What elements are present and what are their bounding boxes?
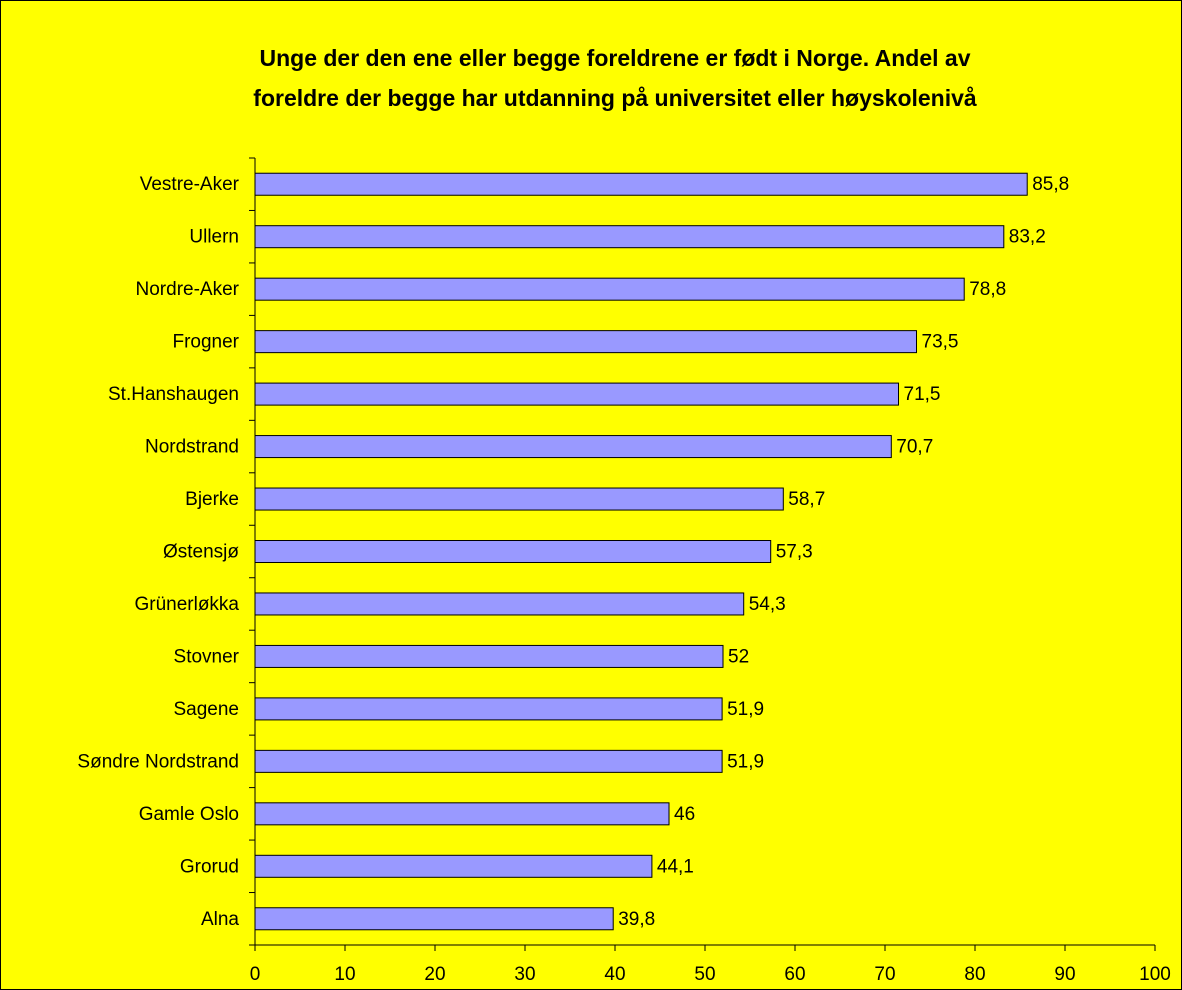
bar	[254, 487, 784, 511]
y-tick-label: Frogner	[172, 332, 239, 353]
value-label: 39,8	[618, 909, 655, 930]
value-label: 57,3	[776, 542, 813, 563]
bar	[254, 697, 723, 721]
y-tick-label: Alna	[201, 909, 239, 930]
chart-title: Unge der den ene eller begge foreldrene …	[259, 45, 970, 71]
x-tick-label: 0	[250, 964, 261, 985]
x-tick-label: 40	[604, 964, 625, 985]
y-tick-label: Sagene	[173, 699, 239, 720]
value-label: 85,8	[1032, 174, 1069, 195]
value-label: 73,5	[922, 332, 959, 353]
x-tick-label: 60	[784, 964, 805, 985]
bar	[254, 330, 917, 354]
bar	[254, 854, 653, 878]
value-label: 78,8	[969, 279, 1006, 300]
value-label: 51,9	[727, 699, 764, 720]
value-label: 70,7	[896, 437, 933, 458]
value-label: 54,3	[749, 594, 786, 615]
bar	[254, 225, 1005, 249]
bar	[254, 172, 1028, 196]
y-tick-label: Stovner	[174, 646, 240, 667]
bar	[254, 382, 899, 406]
y-tick-label: Gamle Oslo	[139, 804, 239, 825]
value-label: 51,9	[727, 751, 764, 772]
y-tick-label: Nordre-Aker	[136, 279, 240, 300]
x-tick-label: 70	[874, 964, 895, 985]
y-tick-label: Ullern	[189, 227, 239, 248]
y-tick-label: Vestre-Aker	[140, 174, 240, 195]
x-tick-label: 90	[1054, 964, 1075, 985]
x-tick-label: 100	[1139, 964, 1171, 985]
bar	[254, 277, 965, 301]
chart-title: foreldre der begge har utdanning på univ…	[253, 85, 977, 111]
value-label: 83,2	[1009, 227, 1046, 248]
value-label: 71,5	[904, 384, 941, 405]
bar	[254, 540, 772, 563]
x-tick-label: 30	[514, 964, 535, 985]
y-tick-label: Grorud	[180, 856, 239, 877]
x-tick-label: 50	[694, 964, 715, 985]
x-tick-label: 80	[964, 964, 985, 985]
y-tick-label: Nordstrand	[145, 437, 239, 458]
y-tick-label: St.Hanshaugen	[108, 384, 239, 405]
value-label: 52	[728, 646, 749, 667]
bar	[254, 749, 723, 773]
x-tick-label: 10	[334, 964, 355, 985]
y-tick-label: Østensjø	[163, 542, 239, 563]
bar	[254, 644, 724, 668]
value-label: 44,1	[657, 856, 694, 877]
value-label: 46	[674, 804, 695, 825]
y-tick-label: Bjerke	[185, 489, 239, 510]
bar	[254, 802, 670, 826]
bar	[254, 907, 614, 931]
bar	[254, 435, 892, 459]
y-tick-label: Søndre Nordstrand	[77, 751, 239, 772]
bar	[254, 592, 745, 616]
y-tick-label: Grünerløkka	[134, 594, 239, 615]
x-tick-label: 20	[424, 964, 445, 985]
value-label: 58,7	[788, 489, 825, 510]
